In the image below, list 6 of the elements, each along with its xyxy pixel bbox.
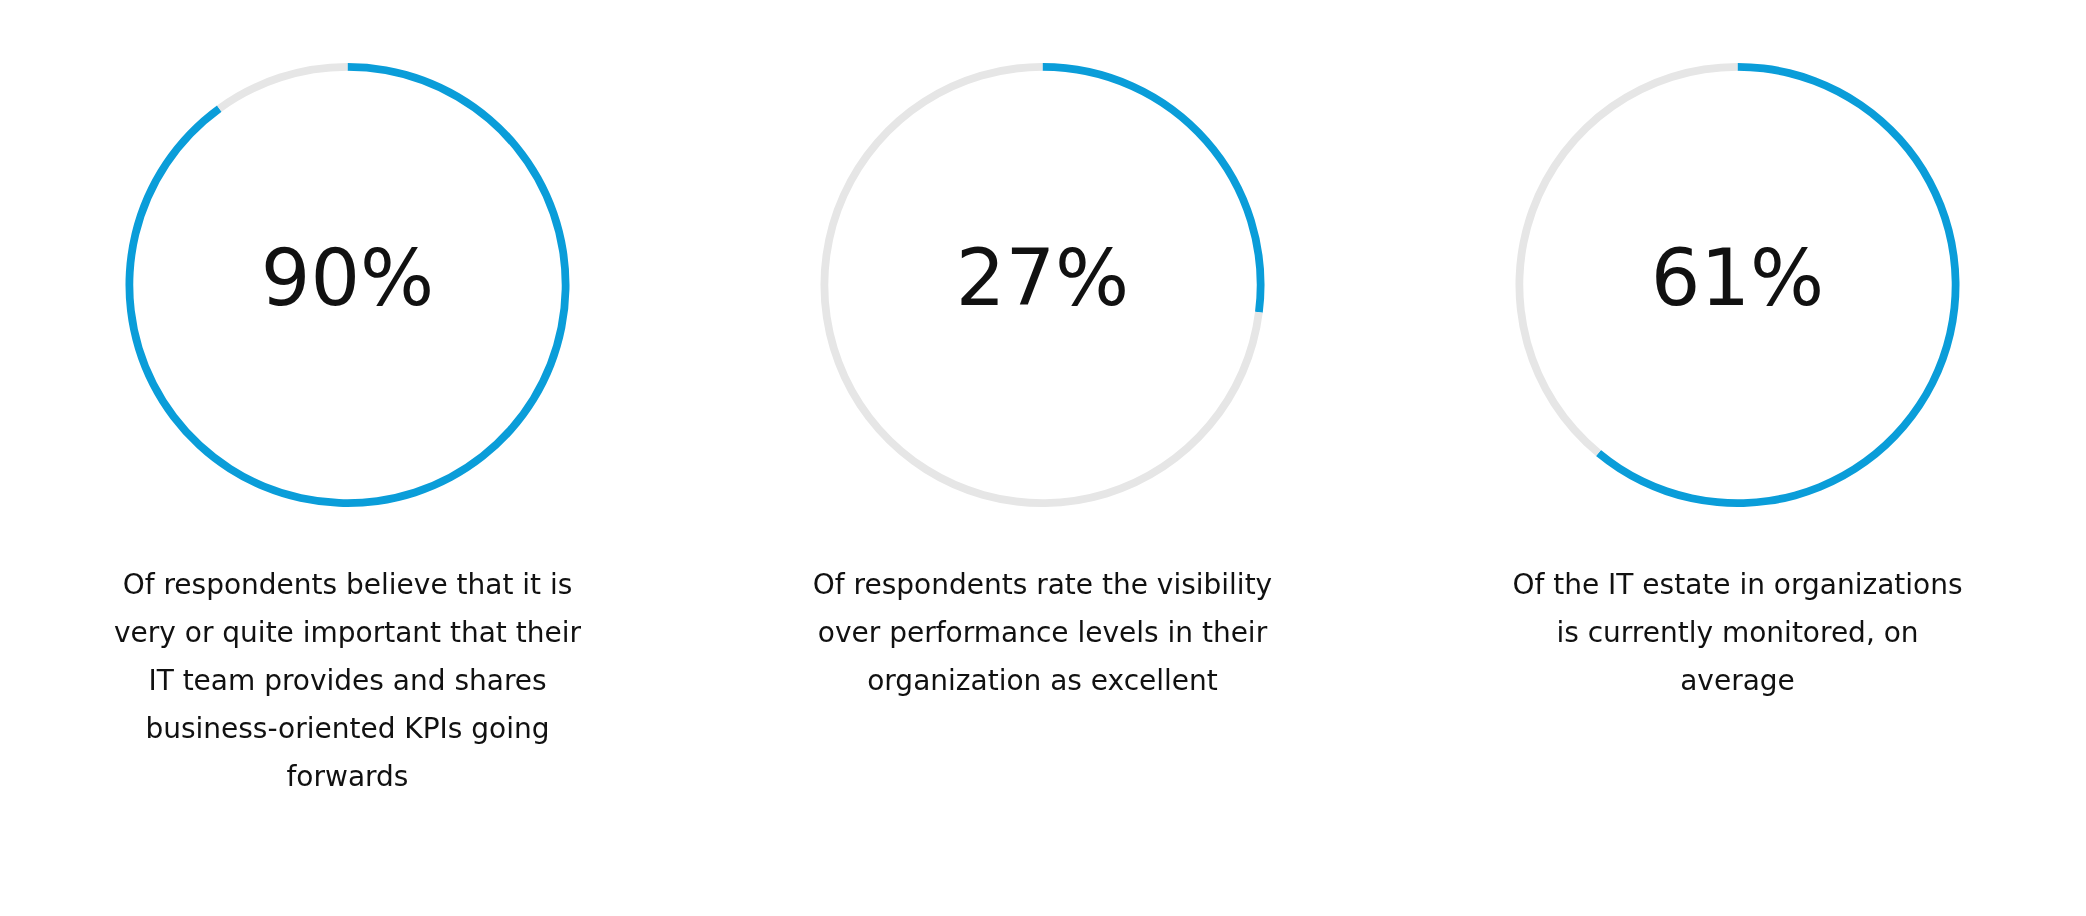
text: Of respondents believe that it is very or quite important that their IT team provides and shares business-oriented KPIs going forwards	[113, 567, 582, 795]
data-label: 90%	[260, 233, 435, 324]
data-label: 61%	[1650, 233, 1825, 324]
data-label: 27%	[955, 233, 1130, 324]
text: Of the IT estate in organizations is currently monitored, on average	[1511, 567, 1964, 699]
text: Of respondents rate the visibility over performance levels in their organization as excellent	[811, 567, 1274, 699]
